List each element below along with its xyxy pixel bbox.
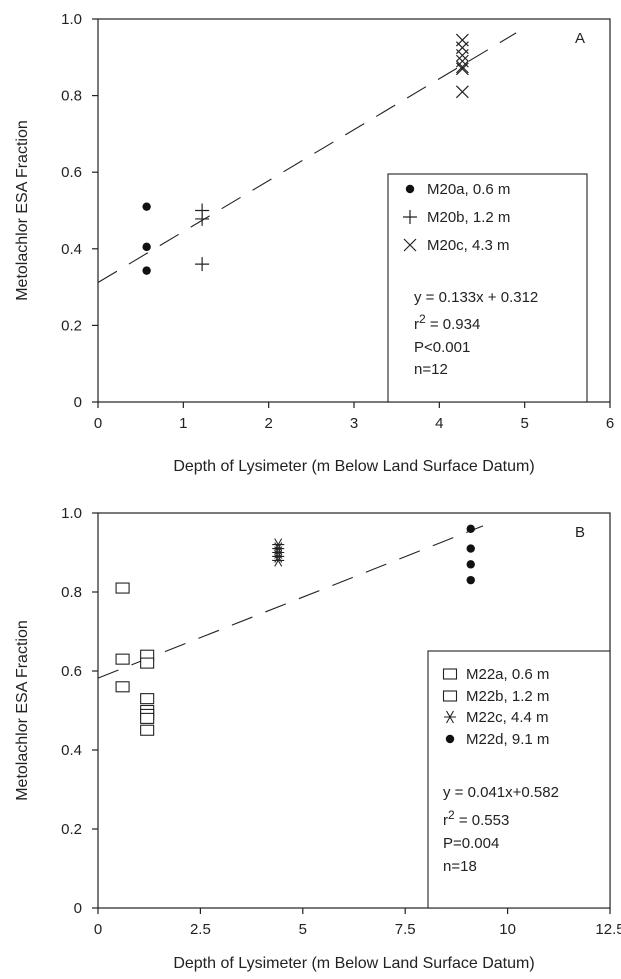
y-axis-label: Metolachlor ESA Fraction [14, 120, 31, 301]
legend-label: M20a, 0.6 m [427, 181, 510, 198]
legend-marker [444, 710, 456, 724]
data-point [455, 60, 469, 74]
x-tick-label: 4 [435, 415, 443, 432]
x-axis-label: Depth of Lysimeter (m Below Land Surface… [173, 458, 534, 475]
data-point [115, 653, 130, 665]
y-tick-label: 0.6 [61, 663, 82, 680]
x-tick-label: 5 [299, 921, 307, 938]
stat-annotation: P<0.001 [414, 339, 470, 356]
data-point [140, 724, 155, 736]
legend-marker [405, 184, 415, 194]
y-axis-label: Metolachlor ESA Fraction [14, 620, 31, 801]
y-tick-label: 1.0 [61, 505, 82, 522]
legend-box [387, 173, 588, 403]
data-point [115, 681, 130, 693]
x-axis-label: Depth of Lysimeter (m Below Land Surface… [173, 955, 534, 972]
legend: M20a, 0.6 m M20b, 1.2 m M20c, 4.3 m y = 0.1… [387, 173, 588, 403]
data-point [140, 657, 155, 669]
data-point [455, 48, 469, 62]
data-point [466, 544, 475, 553]
data-point [466, 524, 475, 533]
x-tick-label: 3 [350, 415, 358, 432]
data-point [195, 211, 210, 226]
legend-marker [445, 734, 455, 744]
stat-annotation: r2 = 0.934 [414, 312, 480, 333]
data-point [142, 202, 151, 211]
y-tick-label: 0.4 [61, 742, 82, 759]
y-tick-label: 0.6 [61, 164, 82, 181]
x-tick-label: 7.5 [395, 921, 416, 938]
x-tick-label: 0 [94, 415, 102, 432]
y-tick-label: 0.8 [61, 88, 82, 105]
y-tick-label: 1.0 [61, 11, 82, 28]
legend-marker [442, 690, 458, 702]
stat-annotation: n=18 [443, 858, 477, 875]
data-point [466, 560, 475, 569]
regression-line [97, 525, 484, 679]
x-tick-label: 2 [264, 415, 272, 432]
data-point [455, 62, 469, 76]
series-m22d [466, 524, 475, 585]
x-tick-label: 1 [179, 415, 187, 432]
chart-panel-a: 0 1 2 3 4 5 6 0 0.2 0.4 0.6 0.8 1.0 Depth of Lysimete… [14, 11, 614, 475]
data-point [115, 582, 130, 594]
series-m22c [272, 538, 285, 567]
regression-line [97, 32, 517, 283]
legend-label: M22a, 0.6 m [466, 666, 549, 683]
y-tick-label: 0.2 [61, 821, 82, 838]
stat-annotation: P=0.004 [443, 835, 499, 852]
data-point [455, 85, 469, 99]
x-tick-label: 2.5 [190, 921, 211, 938]
chart-panel-b: 0 2.5 5 7.5 10 12.5 0 0.2 0.4 0.6 0.8 1.0 Depth of L… [14, 505, 621, 972]
series-m20a [142, 202, 151, 275]
legend-label: M20c, 4.3 m [427, 237, 510, 254]
data-point [272, 554, 285, 567]
data-point [140, 693, 155, 705]
panel-label: A [575, 30, 585, 47]
series-m22a [115, 582, 130, 693]
legend-marker [442, 668, 458, 680]
legend-label: M22b, 1.2 m [466, 688, 549, 705]
data-point [142, 266, 151, 275]
stat-annotation: y = 0.041x+0.582 [443, 784, 559, 801]
data-point [142, 242, 151, 252]
x-tick-label: 0 [94, 921, 102, 938]
legend-label: M22c, 4.4 m [466, 709, 549, 726]
stat-annotation: r2 = 0.553 [443, 808, 509, 829]
legend-box [427, 650, 611, 909]
y-tick-label: 0.2 [61, 317, 82, 334]
data-point [466, 575, 475, 585]
legend-label: M20b, 1.2 m [427, 209, 510, 226]
legend: M22a, 0.6 m M22b, 1.2 m M22c, 4.4 m M22d, 9… [427, 650, 611, 909]
series-m22b [140, 649, 155, 736]
x-tick-label: 6 [606, 415, 614, 432]
y-tick-label: 0.4 [61, 241, 82, 258]
legend-marker [403, 238, 417, 252]
stat-annotation: y = 0.133x + 0.312 [414, 289, 538, 306]
x-tick-label: 5 [520, 415, 528, 432]
legend-marker [403, 210, 417, 224]
legend-label: M22d, 9.1 m [466, 731, 549, 748]
x-tick-label: 10 [499, 921, 516, 938]
data-point [195, 257, 210, 272]
stat-annotation: n=12 [414, 361, 448, 378]
series-m20b [195, 203, 210, 272]
y-tick-label: 0 [74, 900, 82, 917]
y-tick-label: 0 [74, 394, 82, 411]
panel-label: B [575, 524, 585, 541]
x-tick-label: 12.5 [595, 921, 621, 938]
data-point [140, 712, 155, 724]
series-m20c [455, 33, 469, 99]
y-tick-label: 0.8 [61, 584, 82, 601]
